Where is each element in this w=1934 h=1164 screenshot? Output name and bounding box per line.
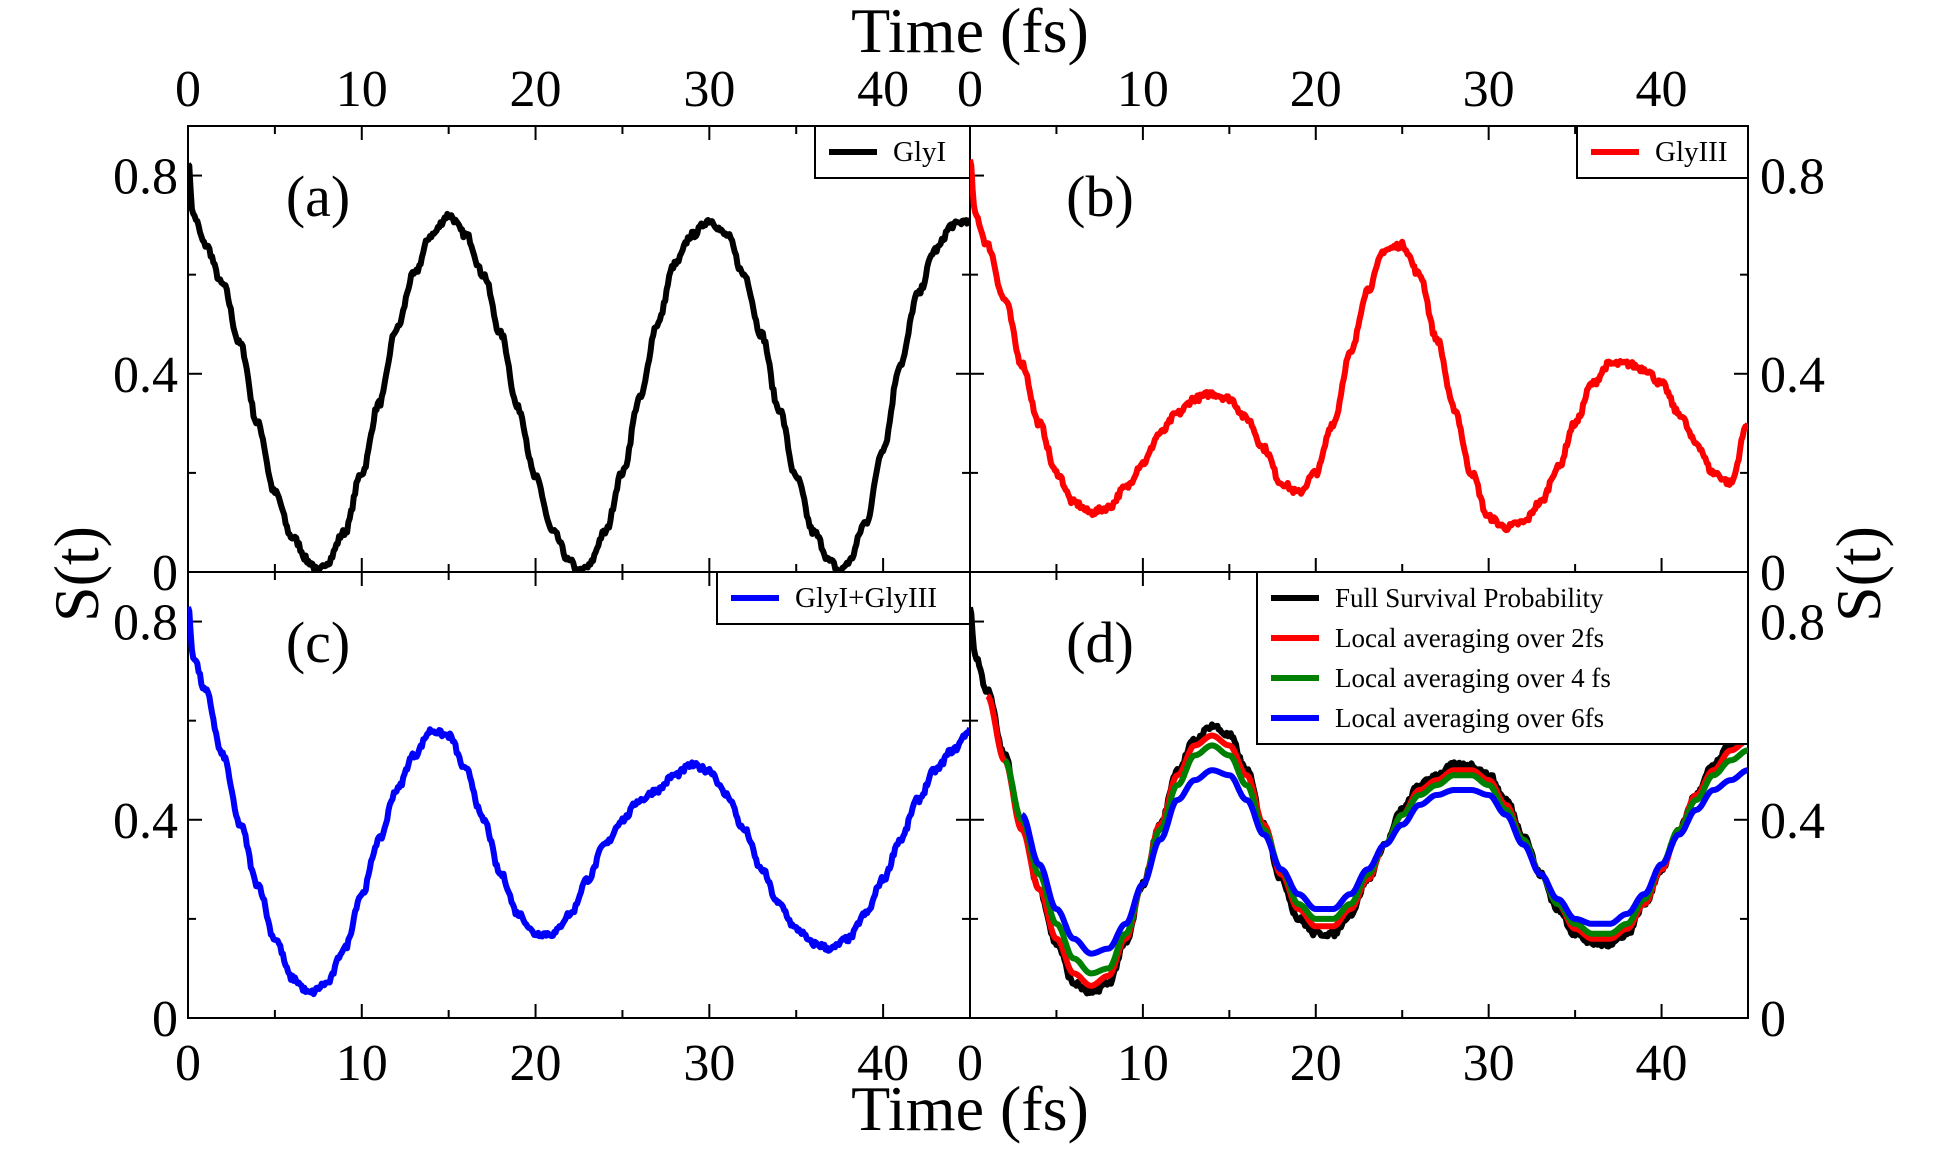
x-tick-label: 30	[1463, 1035, 1515, 1092]
bottom-axis-title: Time (fs)	[851, 1073, 1089, 1144]
y-tick-label: 0.4	[1760, 793, 1825, 850]
legend-entry: Full Survival Probability	[1335, 583, 1604, 613]
series-line-glyi-glyiii	[188, 606, 970, 998]
x-tick-label: 20	[1290, 61, 1342, 118]
left-axis-title: S(t)	[41, 526, 112, 622]
x-tick-label: 40	[857, 1035, 909, 1092]
y-tick-label: 0	[152, 991, 178, 1048]
x-tick-label: 40	[1636, 1035, 1688, 1092]
x-tick-label: 40	[1636, 61, 1688, 118]
series-line-local-averaging-over-6fs	[1020, 767, 1748, 957]
y-tick-label: 0	[152, 545, 178, 602]
x-tick-label: 0	[175, 61, 201, 118]
legend-entry: Local averaging over 2fs	[1335, 623, 1604, 653]
x-tick-label: 0	[175, 1035, 201, 1092]
x-tick-label: 0	[957, 61, 983, 118]
y-tick-label: 0.8	[113, 595, 178, 652]
panel-d: 0 10 20 30 40 0 0.4 0.8 (d) Full Survival Probabi…	[957, 571, 1825, 1092]
series-line-glyi	[188, 162, 970, 572]
panel-label: (d)	[1066, 610, 1134, 675]
x-tick-label: 30	[683, 61, 735, 118]
x-tick-label: 20	[510, 61, 562, 118]
series-line-glyiii	[970, 159, 1748, 534]
y-tick-label: 0.4	[113, 347, 178, 404]
legend-entry: GlyI+GlyIII	[795, 582, 937, 614]
legend-entry: Local averaging over 6fs	[1335, 703, 1604, 733]
chart-panels: 0 10 20 30 40 0 0.4 0.8 (a) GlyI 0 10 20 30 40 0 0.4 0.8 (…	[113, 61, 1825, 1092]
legend-box	[1256, 571, 1749, 745]
legend-entry: GlyI	[893, 136, 946, 168]
x-tick-label: 10	[336, 1035, 388, 1092]
panel-a: 0 10 20 30 40 0 0.4 0.8 (a) GlyI	[113, 61, 971, 602]
panel-label: (b)	[1066, 164, 1134, 229]
legend-entry: Local averaging over 4 fs	[1335, 663, 1611, 693]
x-tick-label: 40	[857, 61, 909, 118]
y-tick-label: 0.8	[113, 149, 178, 206]
x-tick-label: 20	[510, 1035, 562, 1092]
x-tick-label: 10	[1117, 61, 1169, 118]
right-axis-title: S(t)	[1823, 526, 1894, 622]
x-tick-label: 0	[957, 1035, 983, 1092]
y-tick-label: 0.4	[113, 793, 178, 850]
y-tick-label: 0.4	[1760, 347, 1825, 404]
x-tick-label: 10	[1117, 1035, 1169, 1092]
panel-c: 0 10 20 30 40 0 0.4 0.8 (c) GlyI+GlyIII	[113, 571, 971, 1092]
y-tick-label: 0	[1760, 991, 1786, 1048]
panel-b: 0 10 20 30 40 0 0.4 0.8 (b) GlyIII	[957, 61, 1825, 602]
x-tick-label: 20	[1290, 1035, 1342, 1092]
x-tick-label: 30	[683, 1035, 735, 1092]
x-tick-label: 10	[336, 61, 388, 118]
panel-label: (a)	[286, 164, 350, 229]
legend-entry: GlyIII	[1655, 136, 1727, 168]
top-axis-title: Time (fs)	[851, 0, 1089, 66]
y-tick-label: 0	[1760, 545, 1786, 602]
panel-label: (c)	[286, 610, 350, 675]
y-tick-label: 0.8	[1760, 595, 1825, 652]
x-tick-label: 30	[1463, 61, 1515, 118]
y-tick-label: 0.8	[1760, 149, 1825, 206]
